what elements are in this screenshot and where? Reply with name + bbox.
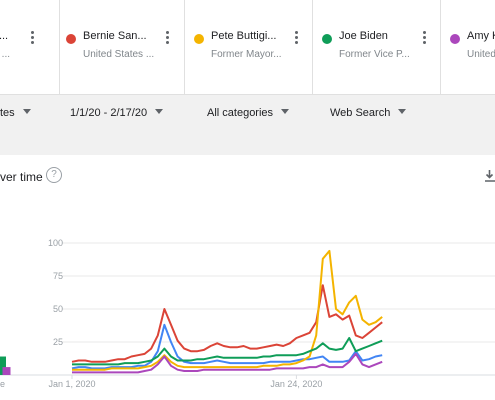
term-subtitle: United [467, 49, 495, 60]
compare-terms-bar: n W... ates ... Bernie San... United Sta… [0, 0, 495, 95]
filter-bar: tes 1/1/20 - 2/17/20 All categories Web … [0, 96, 495, 134]
date-range-value: 1/1/20 - 2/17/20 [70, 107, 148, 119]
term-name: Joe Biden [339, 30, 388, 42]
y-tick-label: 50 [53, 304, 63, 314]
series-line-1 [71, 323, 383, 370]
interest-over-time-card: ver time ? [0, 155, 495, 400]
x-tick-label: Jan 24, 2020 [270, 379, 322, 389]
y-tick-label: 25 [53, 337, 63, 347]
card-title: ver time [0, 170, 43, 184]
series-line-0 [71, 284, 383, 363]
term-card-biden[interactable]: Joe Biden Former Vice P... [313, 0, 441, 95]
category-dropdown[interactable]: All categories [207, 107, 290, 119]
average-bar-label: e [0, 379, 5, 389]
help-icon[interactable]: ? [46, 167, 62, 183]
download-icon[interactable] [484, 169, 495, 183]
term-subtitle: Former Vice P... [339, 49, 410, 60]
interest-chart: 100 75 50 25 Jan 1, 2020 Jan 24, 2020 e [0, 238, 495, 389]
series-color-dot [194, 34, 204, 44]
region-value: tes [0, 107, 15, 119]
term-subtitle: Former Mayor... [211, 49, 282, 60]
search-type-value: Web Search [330, 107, 391, 119]
term-card-klobuchar[interactable]: Amy K United [441, 0, 495, 95]
term-name: Bernie San... [83, 30, 147, 42]
average-bar [2, 367, 11, 375]
caret-down-icon [398, 109, 407, 114]
more-vert-icon[interactable] [25, 29, 39, 51]
series-color-dot [322, 34, 332, 44]
term-subtitle: ates ... [0, 49, 11, 60]
date-range-dropdown[interactable]: 1/1/20 - 2/17/20 [70, 107, 164, 119]
average-bar [0, 356, 6, 375]
more-vert-icon[interactable] [289, 29, 303, 51]
caret-down-icon [281, 109, 290, 114]
term-name: n W... [0, 30, 9, 42]
y-tick-label: 75 [53, 271, 63, 281]
series-line-4 [72, 352, 383, 374]
category-value: All categories [207, 107, 274, 119]
x-tick-label: Jan 1, 2020 [48, 379, 95, 389]
series-color-dot [66, 34, 76, 44]
series-color-dot [450, 34, 460, 44]
term-name: Amy K [467, 30, 495, 42]
series-line-2 [72, 249, 383, 371]
more-vert-icon[interactable] [160, 29, 174, 51]
caret-down-icon [155, 109, 164, 114]
term-card-warren[interactable]: n W... ates ... [0, 0, 60, 95]
term-name: Pete Buttigi... [211, 30, 277, 42]
y-tick-label: 100 [48, 238, 63, 248]
series-line-3 [72, 337, 383, 366]
region-dropdown[interactable]: tes [0, 107, 31, 119]
term-card-sanders[interactable]: Bernie San... United States ... [60, 0, 185, 95]
more-vert-icon[interactable] [417, 29, 431, 51]
term-subtitle: United States ... [83, 49, 155, 60]
caret-down-icon [22, 109, 31, 114]
term-card-buttigieg[interactable]: Pete Buttigi... Former Mayor... [185, 0, 313, 95]
search-type-dropdown[interactable]: Web Search [330, 107, 407, 119]
